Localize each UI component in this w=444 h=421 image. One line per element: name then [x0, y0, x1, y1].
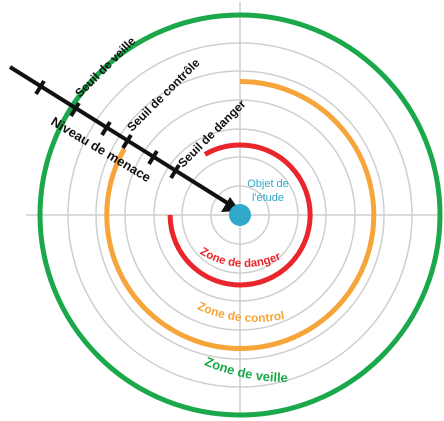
threshold-label-veille: Seuil de veille — [72, 34, 138, 100]
threshold-label-danger: Seuil de danger — [175, 97, 248, 170]
threshold-tick-veille-2 — [69, 101, 81, 118]
threshold-tick-controle — [100, 120, 112, 137]
subject-label-line2: l'étude — [252, 192, 284, 204]
threshold-tick-danger-2 — [169, 163, 181, 180]
zone-ring-control — [104, 79, 377, 351]
subject-dot — [229, 204, 251, 226]
threshold-tick-danger — [147, 149, 159, 166]
subject-label-line1: Objet de — [247, 178, 289, 190]
zone-ring-danger — [167, 142, 313, 288]
zone-ring-veille — [37, 12, 443, 418]
threshold-tick-controle-2 — [121, 133, 133, 150]
threshold-label-controle: Seuil de contrôle — [124, 55, 203, 134]
threat-arrow-shaft — [8, 65, 231, 206]
threshold-tick-veille — [34, 79, 46, 96]
